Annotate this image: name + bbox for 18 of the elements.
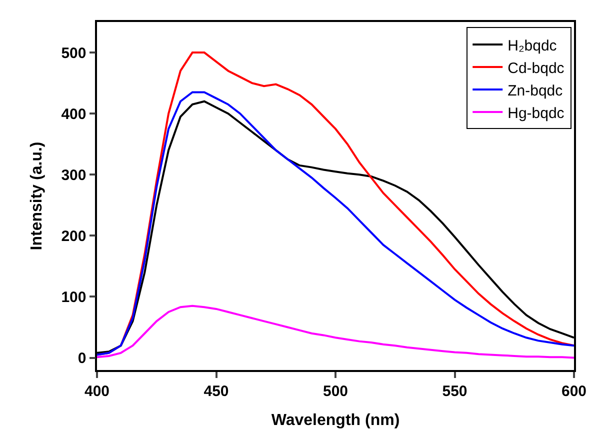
legend-label: Zn-bqdc	[508, 82, 564, 100]
line-series	[97, 304, 574, 359]
x-tick-label: 550	[442, 382, 468, 400]
y-tick-label: 0	[78, 350, 86, 368]
x-tick-label: 400	[84, 382, 110, 400]
y-tick-label: 500	[61, 44, 86, 62]
x-tick-label: 450	[204, 382, 229, 400]
legend-label: Hg-bqdc	[508, 104, 565, 122]
y-tick-label: 400	[61, 106, 86, 123]
legend-label: H₂bqdc	[508, 37, 558, 54]
y-tick-label: 300	[61, 166, 86, 184]
x-tick-label: 600	[561, 382, 587, 400]
legend-label: Cd-bqdc	[508, 60, 565, 77]
x-axis-title: Wavelength (nm)	[271, 412, 400, 429]
y-axis-title: Intensity (a.u.)	[28, 142, 46, 250]
y-tick-label: 200	[61, 228, 86, 245]
y-tick-label: 100	[61, 288, 86, 306]
x-tick-label: 500	[322, 382, 348, 400]
